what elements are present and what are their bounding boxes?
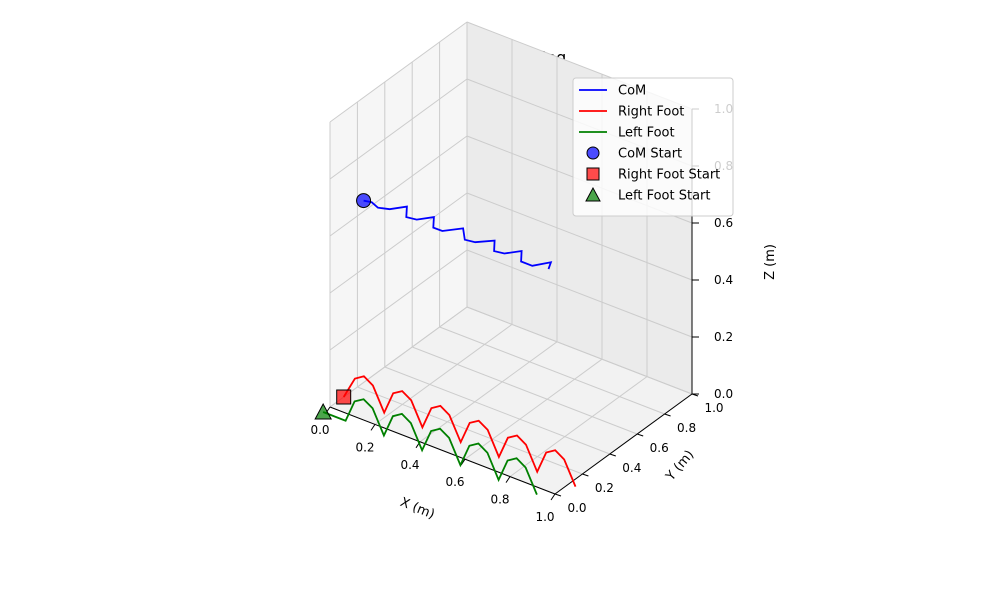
x-axis-line <box>329 406 556 495</box>
y-tick-label: 0.6 <box>650 441 669 455</box>
x-tick-label: 0.2 <box>355 440 374 454</box>
gridline <box>329 135 468 237</box>
legend-label: Right Foot <box>618 105 684 120</box>
z-tick-label: 0.6 <box>714 216 733 230</box>
floor-pane <box>330 307 692 494</box>
gridline <box>357 386 583 475</box>
start-marker <box>314 402 332 420</box>
legend-label: CoM Start <box>618 147 682 162</box>
x-tick-label: 0.4 <box>400 458 419 472</box>
gridline <box>329 21 468 123</box>
legend-label: Left Foot <box>618 126 675 141</box>
series-line <box>342 375 577 487</box>
legend-marker-swatch <box>585 186 601 202</box>
gridline <box>412 346 638 435</box>
gridline <box>329 192 468 294</box>
z-tick-label: 0.2 <box>714 330 733 344</box>
z-tick-label: 0.0 <box>714 387 733 401</box>
x-tick-label: 1.0 <box>535 510 554 524</box>
gridline <box>466 306 693 395</box>
gridline <box>419 341 558 443</box>
legend: CoM Right Foot Left Foot CoM Start Right Foo… <box>572 77 734 217</box>
x-tick-label: 0.0 <box>310 423 329 437</box>
y-tick-label: 0.4 <box>622 461 641 475</box>
gridline <box>466 192 693 281</box>
gridline <box>374 323 513 425</box>
legend-frame <box>572 77 734 217</box>
legend-marker-swatch <box>586 146 600 160</box>
legend-label: Left Foot Start <box>618 189 711 204</box>
y-tick-label: 0.0 <box>567 501 586 515</box>
left-pane <box>330 22 467 407</box>
y-tick-label: 1.0 <box>704 401 723 415</box>
gridline <box>329 306 468 408</box>
legend-label: Right Foot Start <box>618 168 720 183</box>
y-tick-mark <box>637 433 644 437</box>
gridline <box>329 249 468 351</box>
y-tick-mark <box>554 493 562 497</box>
x-tick-mark <box>370 424 376 431</box>
gridline <box>466 249 693 338</box>
x-tick-mark <box>550 493 556 501</box>
y-axis-line <box>554 393 693 495</box>
y-tick-label: 0.8 <box>677 421 696 435</box>
y-tick-mark <box>609 453 616 457</box>
series-layer <box>322 199 577 495</box>
gridline <box>439 326 665 415</box>
start-marker <box>356 193 372 209</box>
series-line <box>322 398 538 495</box>
z-tick-label: 0.4 <box>714 273 733 287</box>
start-marker-layer <box>314 193 372 420</box>
x-tick-label: 0.6 <box>445 475 464 489</box>
x-tick-label: 0.8 <box>490 493 509 507</box>
x-tick-mark <box>505 476 511 483</box>
series-line <box>363 199 553 270</box>
gridline <box>329 78 468 180</box>
legend-label: CoM <box>618 84 646 99</box>
y-tick-mark <box>582 473 589 477</box>
start-marker <box>336 389 352 405</box>
gridline <box>384 366 610 455</box>
legend-marker-swatch <box>586 167 600 181</box>
z-axis-label: Z (m) <box>763 244 778 280</box>
y-tick-mark <box>664 413 671 417</box>
y-tick-label: 0.2 <box>595 481 614 495</box>
gridline <box>464 358 603 460</box>
